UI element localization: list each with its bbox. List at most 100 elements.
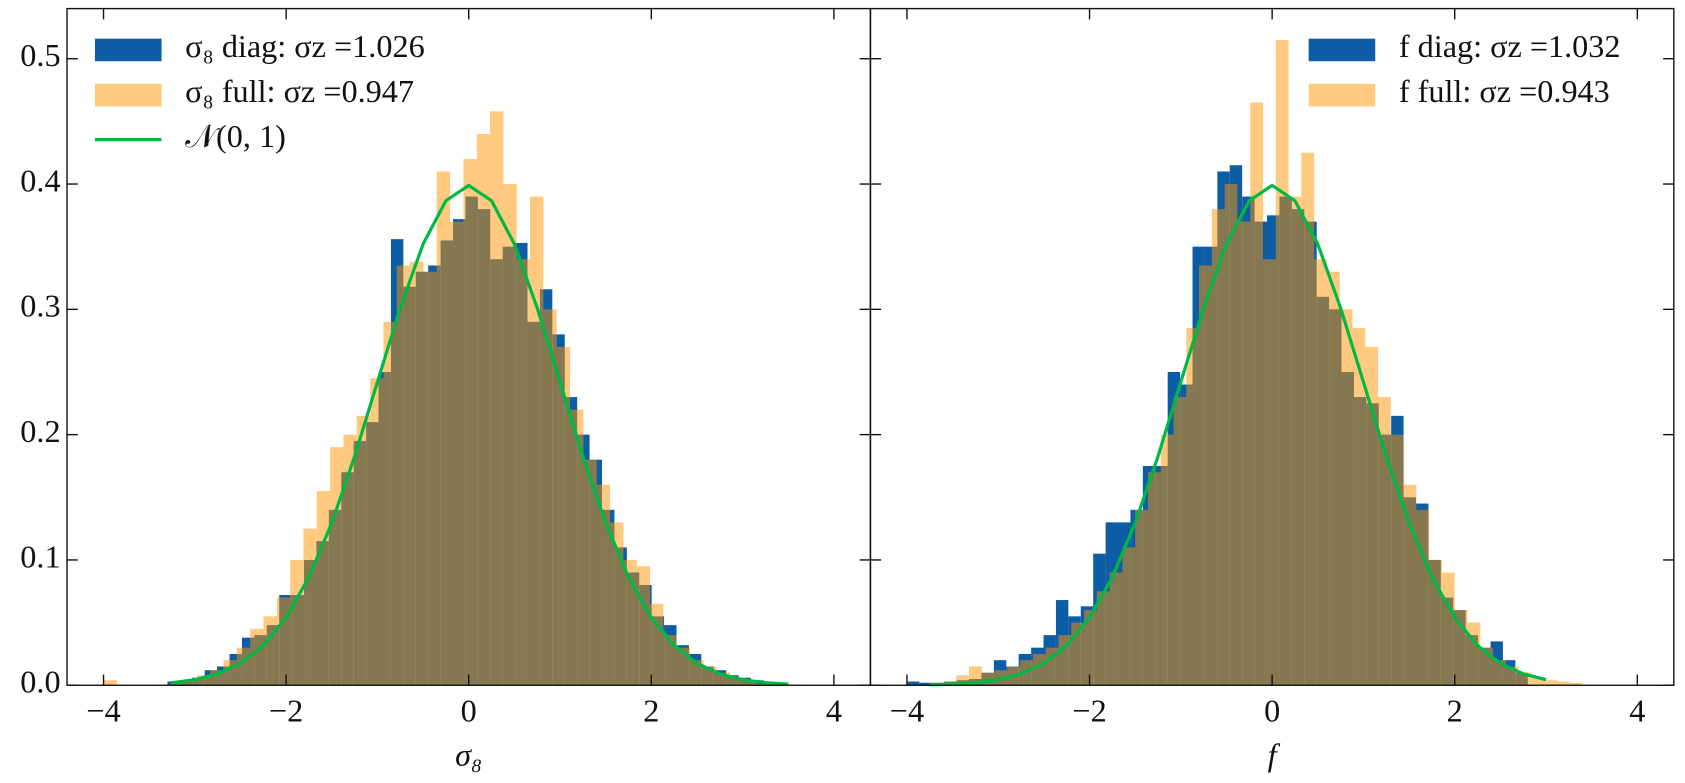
histogram-bar (1237, 221, 1251, 686)
histogram-bar (410, 261, 424, 686)
histogram-bar (1173, 397, 1187, 686)
normal-curve (171, 183, 789, 686)
x-axis-label: f (1268, 737, 1281, 773)
histogram-bar (919, 682, 932, 686)
histogram-bar (1224, 184, 1238, 686)
histogram-bar (196, 675, 211, 686)
histogram-bar (1211, 209, 1225, 686)
legend-label: 𝒩(0, 1) (185, 118, 286, 154)
histogram-bar (1301, 152, 1315, 686)
x-tick-label: 0 (461, 693, 477, 729)
histogram-bar (1250, 102, 1263, 686)
x-tick-label: 0 (1264, 693, 1280, 729)
panel: −4 −2 0 2 4 f f diag: σz =1.032 f full: σz =0.9… (869, 7, 1675, 773)
histogram-bar (290, 559, 304, 686)
histogram-bar (906, 681, 920, 686)
x-tick-label: 4 (826, 693, 842, 729)
histogram-bar (543, 309, 557, 686)
x-tick-label: 2 (1447, 693, 1463, 729)
histogram-bar (1544, 680, 1557, 686)
histogram-bar (276, 597, 291, 686)
histogram-bar (103, 680, 117, 686)
legend-swatch (1308, 38, 1376, 62)
histogram-bar (530, 196, 544, 686)
histogram-bar (236, 647, 251, 686)
histogram-bar (583, 459, 597, 686)
legend-swatch (94, 83, 162, 107)
x-tick-label: 4 (1629, 693, 1645, 729)
histogram-bar (463, 158, 477, 686)
legend-label: σ₈ diag: σz =1.026 (185, 28, 425, 64)
histogram-bar (250, 628, 264, 686)
legend-label: f full: σz =0.943 (1399, 73, 1610, 109)
histogram-bar (743, 681, 757, 686)
histogram-bar (1199, 265, 1212, 686)
histogram-bar (436, 171, 451, 686)
legend-swatch (1308, 83, 1376, 107)
histogram-bar (330, 447, 344, 686)
legend-label: f diag: σz =1.032 (1399, 28, 1621, 64)
histogram-bar (1339, 309, 1353, 686)
histogram-bar (1352, 328, 1366, 686)
y-tick-label: 0.0 (20, 664, 60, 700)
histogram-bar (1109, 572, 1123, 686)
histogram-bar (516, 259, 531, 686)
histogram-bar (1122, 547, 1136, 686)
histogram-bar (1416, 509, 1430, 686)
histogram-bar (1531, 677, 1545, 686)
histogram-bar (1365, 346, 1379, 686)
histogram-bar (1556, 681, 1570, 686)
histogram-bar (1493, 660, 1506, 686)
histogram-bar (1032, 653, 1046, 686)
histogram-bar (476, 133, 491, 686)
histogram-bar (1263, 259, 1276, 686)
histogram-bar (1441, 572, 1455, 686)
histogram-bar (1160, 434, 1174, 686)
histogram-bar (1147, 472, 1161, 686)
histogram-bar (356, 415, 371, 686)
histogram-bar (1275, 39, 1289, 686)
y-tick-label: 0.4 (20, 162, 60, 198)
histogram-bar (1288, 196, 1302, 686)
histogram-bar (556, 346, 571, 686)
histogram-bar (636, 566, 651, 686)
panel: −4 −2 0 2 4 0.0 0.1 0.2 0.3 0.4 0.5 σ₈ σ₈ diag: σz =… (20, 7, 872, 773)
histogram-bar (450, 221, 464, 686)
histogram-bar (623, 559, 637, 686)
histogram-bar (1186, 328, 1200, 686)
x-tick-label: −2 (269, 693, 303, 729)
histogram-bar (370, 378, 384, 686)
histogram-bar (503, 184, 517, 686)
histogram-bar (596, 484, 611, 686)
y-tick-label: 0.3 (20, 288, 60, 324)
histogram-bar (663, 635, 677, 686)
histogram-bar (1045, 647, 1059, 686)
histogram-bar (1314, 259, 1327, 686)
histogram-bar (570, 409, 584, 686)
histogram-bar (396, 265, 411, 686)
histogram-bar (183, 680, 197, 686)
histogram-bar (730, 677, 744, 686)
normal-curve (929, 183, 1547, 687)
histogram-bar (1378, 397, 1391, 686)
legend-swatch (94, 38, 162, 62)
histogram-bar (1135, 509, 1148, 686)
histogram-bar (383, 321, 397, 686)
histogram-bar (1096, 591, 1110, 686)
legend-label: σ₈ full: σz =0.947 (185, 73, 414, 109)
histogram-bar (956, 675, 970, 686)
histogram-bar (650, 603, 664, 686)
histogram-bar (263, 616, 277, 686)
histogram-bar (316, 491, 331, 686)
histogram-bar (1084, 610, 1097, 686)
histogram-bar (170, 682, 184, 686)
x-tick-label: 2 (643, 693, 659, 729)
histogram-bar (223, 660, 237, 686)
x-tick-label: −2 (1072, 693, 1106, 729)
y-tick-label: 0.5 (20, 37, 60, 73)
histogram-bar (490, 111, 504, 686)
x-tick-label: −4 (86, 693, 120, 729)
x-tick-label: −4 (890, 693, 924, 729)
x-axis-label: σ₈ (455, 737, 482, 773)
